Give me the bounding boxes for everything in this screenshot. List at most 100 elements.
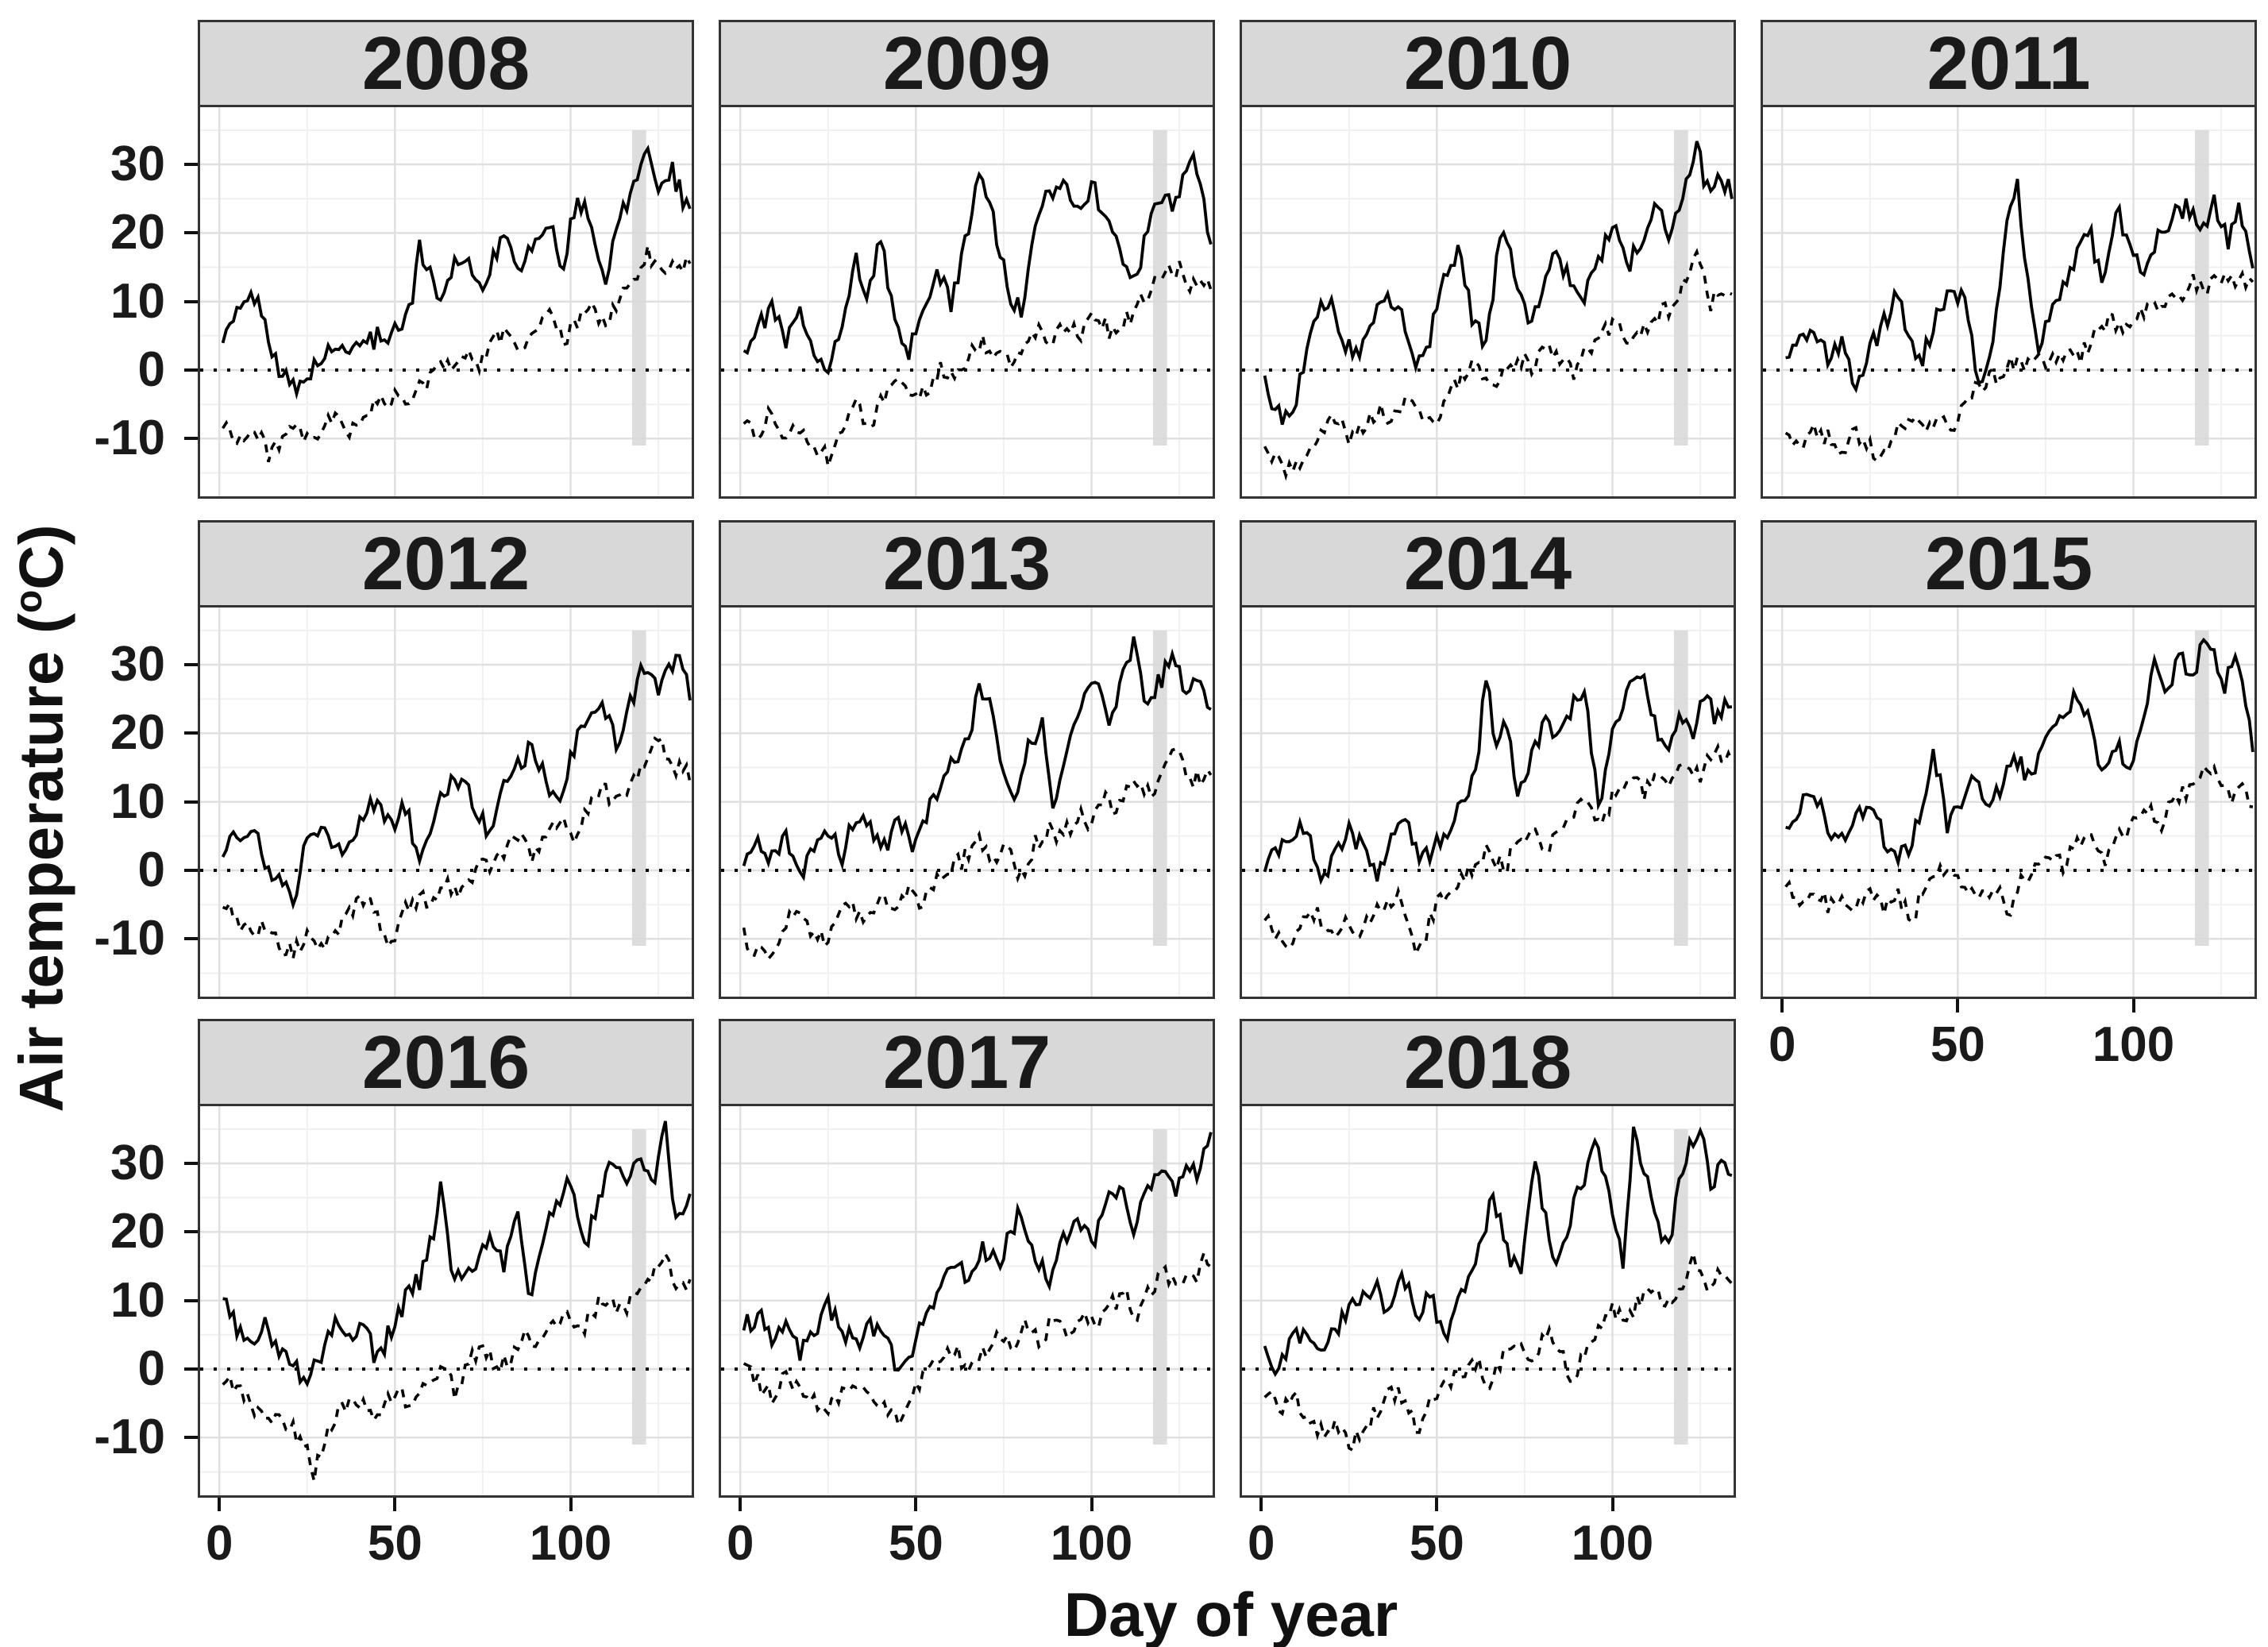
dashed-series <box>742 260 1213 467</box>
facet-year-label: 2011 <box>1927 21 2091 106</box>
x-axis-tick-label: 50 <box>1409 1516 1464 1571</box>
facet-strip: 2018 <box>1240 1019 1736 1106</box>
panel-plot <box>198 1104 694 1498</box>
solid-series <box>221 145 692 400</box>
x-axis-tick-label: 100 <box>1050 1516 1133 1571</box>
event-band <box>631 1128 646 1444</box>
y-axis-tick <box>184 1162 198 1166</box>
y-axis-title: Air temperature (oC) <box>0 294 89 1342</box>
x-axis-tick-label: 50 <box>888 1516 943 1571</box>
x-axis-tick <box>1956 999 1960 1012</box>
facet-panel-2008: 2008 <box>198 20 694 499</box>
panel-plot <box>1240 105 1736 499</box>
y-axis-tick <box>184 368 198 372</box>
facet-panel-2009: 2009 <box>719 20 1215 499</box>
solid-series <box>1785 179 2254 394</box>
y-axis-tick-label: 30 <box>110 637 165 692</box>
facet-strip: 2010 <box>1240 20 1736 107</box>
x-axis-tick-label: 100 <box>529 1516 612 1571</box>
event-band <box>2194 630 2209 946</box>
solid-series <box>742 636 1212 881</box>
dashed-series <box>222 735 692 959</box>
facet-year-label: 2008 <box>361 21 530 106</box>
facet-panel-2017: 2017 <box>719 1019 1215 1498</box>
panel-plot <box>1240 1104 1736 1498</box>
facet-year-label: 2010 <box>1403 21 1572 106</box>
y-axis-tick-label: -10 <box>94 411 165 466</box>
facet-year-label: 2018 <box>1403 1020 1572 1105</box>
x-axis-tick <box>1090 1498 1094 1511</box>
facet-year-label: 2015 <box>1924 521 2093 606</box>
panel-plot-svg <box>200 1106 692 1495</box>
event-band <box>1673 1128 1688 1444</box>
event-band <box>1673 630 1688 946</box>
x-axis-tick-label: 50 <box>1930 1017 1985 1072</box>
degree-superscript: o <box>8 589 51 613</box>
y-axis-tick <box>184 937 198 941</box>
facet-panel-2010: 2010 <box>1240 20 1736 499</box>
x-axis-tick <box>569 1498 573 1511</box>
facet-panel-2015: 2015 <box>1761 520 2257 999</box>
panel-plot <box>719 605 1215 999</box>
event-band <box>631 630 646 946</box>
panel-plot <box>719 1104 1215 1498</box>
x-axis-tick <box>1435 1498 1439 1511</box>
facet-strip: 2014 <box>1240 520 1736 608</box>
y-axis-tick <box>184 1367 198 1371</box>
y-axis-tick-label: 20 <box>110 705 165 761</box>
x-axis-title: Day of year <box>1063 1580 1398 1647</box>
dashed-series <box>1263 248 1733 481</box>
panel-plot <box>1761 105 2257 499</box>
dashed-series <box>222 1251 692 1482</box>
facet-panel-2011: 2011 <box>1761 20 2257 499</box>
facet-panel-2014: 2014 <box>1240 520 1736 999</box>
facet-panel-2018: 2018 <box>1240 1019 1736 1498</box>
x-axis-tick-label: 50 <box>367 1516 422 1571</box>
panel-plot <box>1761 605 2257 999</box>
y-axis-tick-label: 10 <box>110 273 165 329</box>
solid-series <box>1263 141 1734 426</box>
x-axis-tick <box>739 1498 742 1511</box>
dashed-series <box>742 747 1213 962</box>
facet-year-label: 2017 <box>882 1020 1051 1105</box>
y-axis-tick-label: 30 <box>110 137 165 192</box>
facet-panel-2013: 2013 <box>719 520 1215 999</box>
y-axis-tick-label: 30 <box>110 1136 165 1191</box>
facet-strip: 2012 <box>198 520 694 608</box>
panel-plot-svg <box>721 608 1213 997</box>
facet-strip: 2013 <box>719 520 1215 608</box>
event-band <box>1152 630 1167 946</box>
y-axis-tick-label: 0 <box>137 843 165 897</box>
y-axis-tick <box>184 869 198 872</box>
panel-plot-svg <box>1763 107 2254 496</box>
y-axis-tick-label: 20 <box>110 205 165 260</box>
y-axis-tick-label: 0 <box>137 1341 165 1396</box>
x-axis-tick <box>1259 1498 1263 1511</box>
event-band <box>1152 129 1167 446</box>
x-axis-tick-label: 100 <box>2092 1017 2175 1072</box>
dashed-series <box>742 1248 1212 1429</box>
y-axis-tick <box>184 1298 198 1302</box>
facet-strip: 2011 <box>1761 20 2257 107</box>
panel-plot <box>1240 605 1736 999</box>
solid-series <box>742 1132 1213 1372</box>
y-axis-tick <box>184 231 198 235</box>
y-axis-tick <box>184 1436 198 1440</box>
y-axis-tick <box>184 299 198 303</box>
x-axis-tick <box>1610 1498 1614 1511</box>
panel-plot <box>719 105 1215 499</box>
dashed-series <box>1263 1252 1734 1452</box>
facet-year-label: 2014 <box>1403 521 1572 606</box>
panel-plot-svg <box>200 107 692 496</box>
x-axis-tick-label: 0 <box>726 1516 754 1571</box>
x-axis-tick <box>393 1498 397 1511</box>
y-axis-tick-label: 0 <box>137 342 165 397</box>
x-axis-tick <box>2131 999 2135 1012</box>
panel-plot <box>198 105 694 499</box>
facet-year-label: 2009 <box>882 21 1051 106</box>
panel-plot-svg <box>200 608 692 997</box>
dashed-series <box>222 245 692 463</box>
facet-panel-2012: 2012 <box>198 520 694 999</box>
x-axis-tick <box>1780 999 1784 1012</box>
panel-plot-svg <box>1242 1106 1734 1495</box>
